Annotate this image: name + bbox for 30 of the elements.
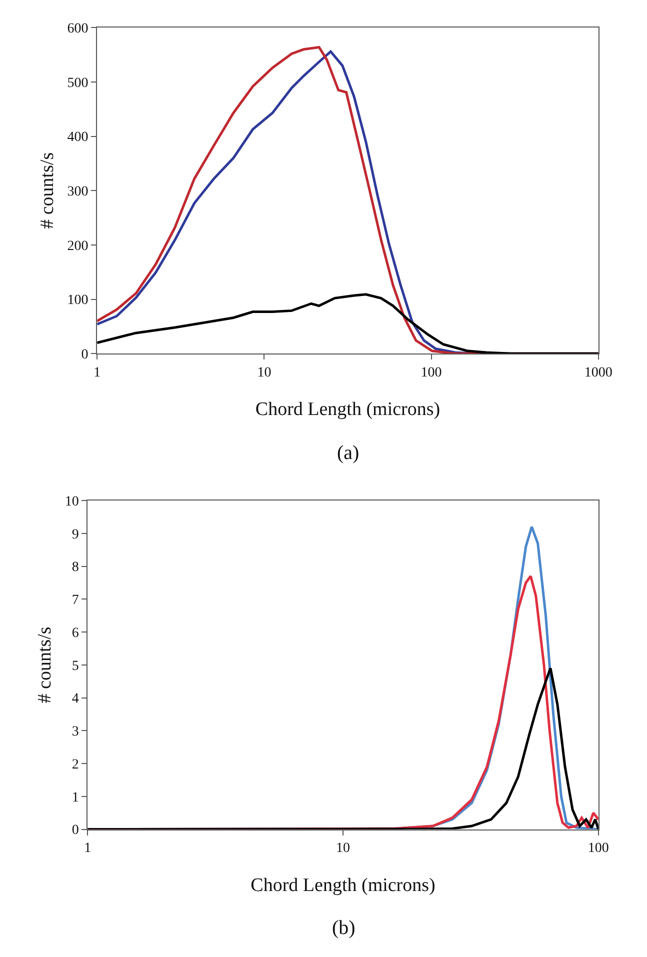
y-tick-label: 1	[72, 790, 79, 806]
y-tick-label: 400	[67, 130, 88, 146]
x-tick-label: 1	[94, 365, 101, 380]
y-tick-label: 7	[72, 593, 79, 608]
y-tick-label: 300	[67, 184, 88, 200]
x-tick-label: 10	[336, 841, 350, 856]
y-tick-label: 0	[72, 823, 79, 838]
y-tick-label: 500	[67, 76, 88, 91]
y-tick-label: 100	[67, 293, 88, 308]
y-axis-title: # counts/s	[34, 626, 56, 704]
text: (b)	[332, 917, 356, 939]
x-tick-label: 1000	[584, 365, 612, 380]
x-tick-label: 100	[588, 841, 609, 856]
y-tick-label: 8	[72, 560, 79, 576]
y-tick-label: 5	[72, 658, 79, 674]
x-tick-label: 100	[420, 365, 442, 380]
y-tick-label: 2	[72, 757, 79, 772]
y-tick-label: 10	[64, 494, 79, 510]
y-axis-title: # counts/s	[37, 152, 58, 229]
text: (a)	[337, 442, 360, 464]
y-tick-label: 600	[67, 22, 88, 37]
y-tick-label: 0	[81, 347, 88, 362]
y-tick-label: 4	[72, 692, 79, 707]
y-tick-label: 9	[72, 527, 79, 542]
y-tick-label: 3	[72, 724, 79, 740]
y-tick-label: 200	[67, 238, 88, 254]
x-tick-label: 10	[257, 365, 272, 380]
x-axis-title: Chord Length (microns)	[250, 874, 436, 896]
y-tick-label: 6	[72, 626, 79, 641]
x-axis-title: Chord Length (microns)	[255, 399, 440, 420]
